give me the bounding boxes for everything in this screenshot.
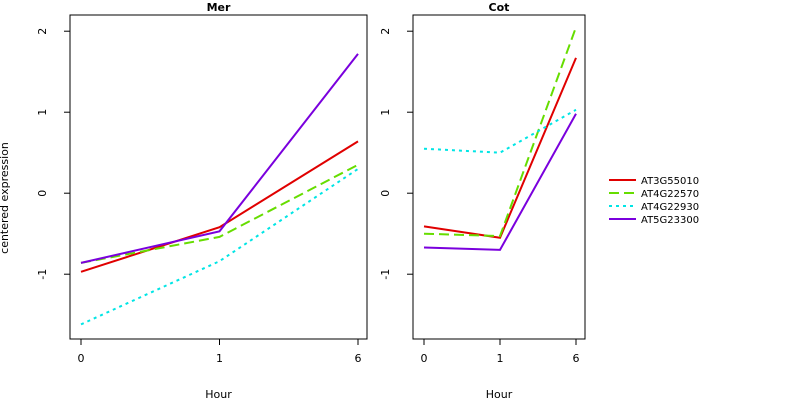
series-line-at5g23300 [423, 113, 577, 251]
panel-title: Mer [207, 1, 231, 14]
panel-1: Cot 0 1 6 Hour -1 0 1 2 [379, 1, 586, 400]
y-tick-label: 1 [36, 109, 49, 116]
y-axis-label: centered expression [0, 142, 11, 254]
y-tick-label: 0 [379, 190, 392, 197]
y-tick-label: 2 [36, 28, 49, 35]
x-tick-label: 1 [497, 352, 504, 365]
panel-0: Mer 0 1 6 Hour -1 0 1 2 [36, 1, 368, 400]
x-tick-label: 0 [421, 352, 428, 365]
series-line-at4g22570 [423, 26, 577, 238]
y-tick-label: -1 [36, 269, 49, 280]
panel-title: Cot [489, 1, 510, 14]
y-tick-label: 1 [379, 109, 392, 116]
x-axis-label: Hour [486, 388, 513, 400]
x-tick-label: 0 [78, 352, 85, 365]
legend-label: AT4G22570 [641, 189, 699, 200]
plot-frame [412, 14, 586, 340]
series-line-at4g22930 [423, 108, 577, 154]
series-line-at4g22570 [80, 163, 359, 264]
chart-panels: Mer 0 1 6 Hour -1 0 1 2 Cot 0 1 6 Hour -1 0 1 2 [36, 1, 586, 400]
series-line-at5g23300 [80, 53, 359, 264]
series-line-at4g22930 [80, 168, 359, 326]
y-tick-label: -1 [379, 269, 392, 280]
x-tick-label: 6 [573, 352, 580, 365]
x-tick-label: 6 [355, 352, 362, 365]
legend-label: AT4G22930 [641, 202, 699, 213]
legend-label: AT3G55010 [641, 176, 699, 187]
plot-frame [69, 14, 368, 340]
legend-label: AT5G23300 [641, 215, 699, 226]
series-line-at3g55010 [80, 140, 359, 273]
x-axis-label: Hour [205, 388, 232, 400]
x-tick-label: 1 [216, 352, 223, 365]
series-line-at3g55010 [423, 57, 577, 239]
chart-legend: AT3G55010 AT4G22570 AT4G22930 AT5G23300 [609, 176, 699, 226]
y-tick-label: 0 [36, 190, 49, 197]
y-tick-label: 2 [379, 28, 392, 35]
